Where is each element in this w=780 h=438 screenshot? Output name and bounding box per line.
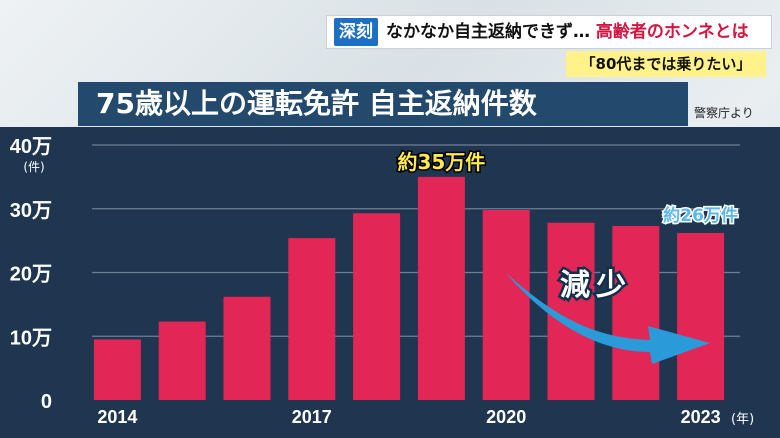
trend-label: 減少 xyxy=(560,268,632,303)
bar xyxy=(158,321,206,400)
x-tick-label: 2020 xyxy=(486,407,526,427)
x-tick-label: 2023 xyxy=(681,407,721,427)
bar xyxy=(612,225,660,400)
headline-ticker xyxy=(326,15,772,49)
bar xyxy=(482,210,530,400)
chart-title: 75歳以上の運転免許 自主返納件数 xyxy=(78,82,688,126)
bar xyxy=(93,339,141,400)
y-tick-label: 30万 xyxy=(10,200,52,222)
x-unit-label: (年) xyxy=(731,412,754,427)
subheadline: 「80代までは乗りたい」 xyxy=(566,51,766,77)
y-tick-label: 20万 xyxy=(10,264,52,286)
bar xyxy=(677,232,725,400)
x-tick-label: 2017 xyxy=(292,407,332,427)
y-tick-label: 40万 xyxy=(10,136,52,158)
trend-arrow-shape xyxy=(505,272,710,364)
y-tick-label: 10万 xyxy=(10,327,52,349)
source-note: 警察庁より xyxy=(694,106,754,120)
headline-part-a: なかなか自主返納できず… xyxy=(386,22,590,42)
news-tag: 深刻 xyxy=(334,18,378,46)
headline-part-b: 高齢者のホンネとは xyxy=(595,22,749,42)
bar xyxy=(353,213,401,400)
bar xyxy=(288,238,336,400)
y-unit-label: (件) xyxy=(23,160,44,174)
bar xyxy=(417,176,465,400)
x-tick-label: 2014 xyxy=(97,407,137,427)
peak-callout: 約35万件 xyxy=(397,150,485,174)
y-tick-label: 0 xyxy=(41,391,52,413)
bar xyxy=(223,296,271,400)
last-callout: 約26万件 xyxy=(663,205,738,226)
headline-text: なかなか自主返納できず… 高齢者のホンネとは xyxy=(386,18,749,46)
